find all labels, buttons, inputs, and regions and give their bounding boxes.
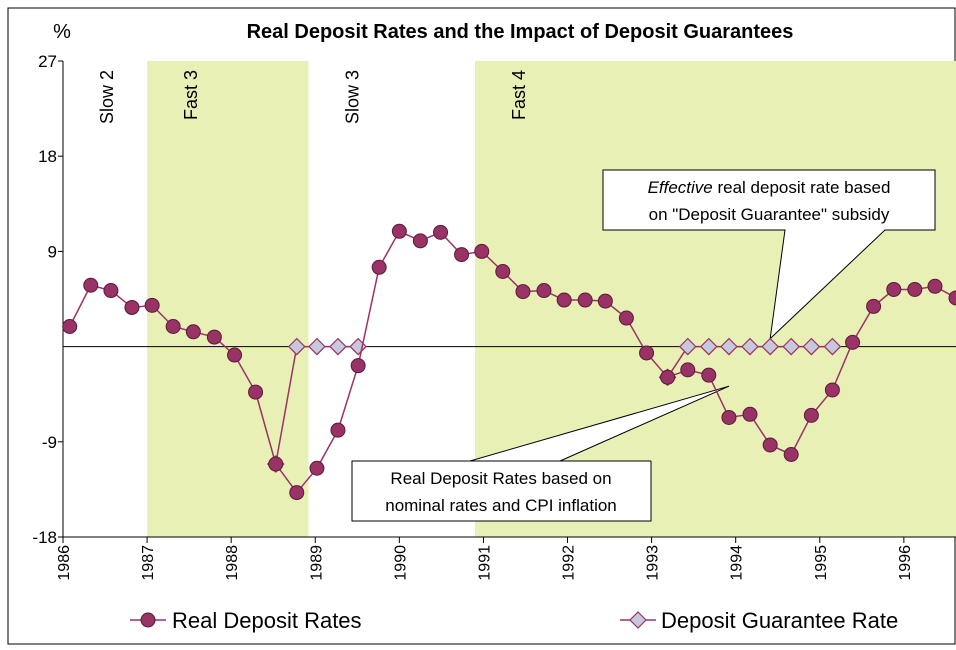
circle-marker [474, 243, 490, 259]
circle-marker [742, 406, 758, 422]
diamond-marker [802, 337, 821, 356]
phase-label: Slow 2 [97, 70, 117, 124]
callout-rest: real deposit rate based [713, 178, 891, 197]
circle-marker [350, 358, 366, 374]
circle-marker [907, 281, 923, 297]
x-tick-label: 1995 [813, 545, 830, 581]
circle-marker [597, 293, 613, 309]
circle-marker [948, 290, 956, 306]
circle-marker [412, 233, 428, 249]
x-tick-label: 1990 [392, 545, 409, 581]
circle-marker [701, 367, 717, 383]
circle-marker [83, 277, 99, 293]
circle-marker [227, 347, 243, 363]
callout-text: Real Deposit Rates based on [390, 469, 611, 488]
x-tick-label: 1996 [897, 545, 914, 581]
circle-marker [144, 297, 160, 313]
x-tick-label: 1987 [140, 545, 157, 581]
circle-marker [268, 456, 284, 472]
legend-label: Deposit Guarantee Rate [661, 608, 898, 633]
y-axis-label: % [53, 21, 71, 43]
callout-text: nominal rates and CPI inflation [385, 496, 617, 515]
circle-marker [103, 283, 119, 299]
circle-marker [391, 223, 407, 239]
circle-marker [639, 345, 655, 361]
circle-marker [371, 259, 387, 275]
callout-text: Effective real deposit rate based [648, 178, 891, 197]
circle-marker [495, 263, 511, 279]
diamond-marker [741, 337, 759, 356]
x-tick-label: 1992 [561, 545, 578, 581]
circle-marker [536, 283, 552, 299]
diamond-marker [782, 337, 801, 356]
circle-marker [289, 485, 305, 501]
y-tick-label: 27 [38, 52, 57, 71]
diamond-marker [761, 337, 780, 356]
phase-band [147, 61, 309, 537]
circle-marker [721, 409, 737, 425]
circle-marker [309, 460, 325, 476]
circle-marker [433, 224, 449, 240]
x-tick-label: 1986 [56, 545, 73, 581]
circle-marker [783, 446, 799, 462]
circle-marker [165, 319, 181, 335]
x-tick-label: 1988 [224, 545, 241, 581]
y-tick-label: 18 [38, 147, 57, 166]
y-tick-label: 9 [48, 242, 57, 261]
diamond-marker [629, 611, 647, 629]
circle-marker [454, 247, 470, 263]
circle-marker [556, 292, 572, 308]
circle-marker [680, 362, 696, 378]
diamond-marker [287, 337, 306, 356]
circle-marker [124, 299, 140, 315]
y-tick-label: -9 [42, 433, 57, 452]
circle-marker [248, 384, 264, 400]
x-tick-label: 1989 [308, 545, 325, 581]
circle-marker [824, 382, 840, 398]
x-tick-label: 1994 [729, 545, 746, 581]
diamond-marker [720, 337, 738, 356]
circle-marker [845, 334, 861, 350]
circle-marker [886, 281, 902, 297]
circle-marker [762, 437, 778, 453]
diamond-marker [699, 337, 718, 356]
circle-marker [330, 422, 346, 438]
circle-marker [185, 324, 201, 340]
callout [351, 385, 730, 522]
circle-marker [62, 319, 78, 335]
legend-label: Real Deposit Rates [172, 608, 362, 633]
circle-marker [206, 329, 222, 345]
y-tick-label: -18 [32, 528, 57, 547]
phase-label: Slow 3 [343, 70, 363, 124]
circle-marker [515, 284, 531, 300]
circle-marker [660, 369, 676, 385]
circle-marker [618, 310, 634, 326]
phase-label: Fast 3 [181, 70, 201, 120]
diamond-marker [678, 337, 697, 356]
chart-title: Real Deposit Rates and the Impact of Dep… [247, 21, 794, 43]
x-tick-label: 1993 [645, 545, 662, 581]
callout-text: on "Deposit Guarantee" subsidy [649, 205, 890, 224]
circle-marker [927, 278, 943, 294]
callout-italic: Effective [648, 178, 713, 197]
circle-marker [803, 407, 819, 423]
diamond-marker [329, 337, 347, 356]
diamond-marker [823, 337, 842, 356]
circle-marker [866, 298, 882, 314]
circle-marker [577, 292, 593, 308]
circle-marker [140, 612, 156, 628]
callout [602, 169, 936, 340]
phase-label: Fast 4 [509, 70, 529, 120]
x-tick-label: 1991 [476, 545, 493, 581]
diamond-marker [308, 337, 326, 356]
